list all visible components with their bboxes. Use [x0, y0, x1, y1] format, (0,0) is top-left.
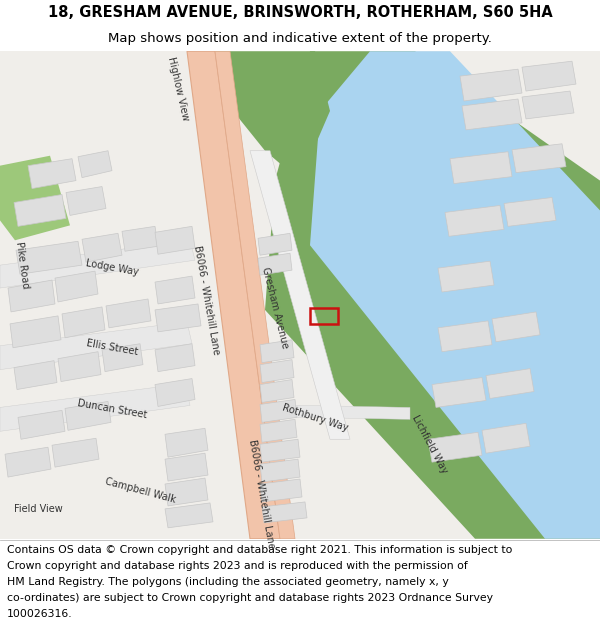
- Polygon shape: [106, 299, 151, 328]
- Text: 100026316.: 100026316.: [7, 609, 73, 619]
- Polygon shape: [215, 51, 295, 539]
- Polygon shape: [14, 361, 57, 389]
- Polygon shape: [250, 151, 350, 439]
- Polygon shape: [462, 99, 522, 130]
- Polygon shape: [187, 51, 280, 539]
- Polygon shape: [8, 280, 55, 312]
- Polygon shape: [215, 51, 330, 181]
- Polygon shape: [438, 261, 494, 292]
- Polygon shape: [260, 359, 294, 382]
- Polygon shape: [450, 152, 512, 184]
- Polygon shape: [16, 241, 82, 274]
- Polygon shape: [522, 61, 576, 91]
- Text: Duncan Street: Duncan Street: [76, 398, 148, 421]
- Polygon shape: [0, 384, 190, 431]
- Polygon shape: [78, 151, 112, 178]
- Polygon shape: [155, 226, 195, 254]
- Polygon shape: [0, 322, 192, 369]
- Polygon shape: [260, 479, 302, 502]
- Polygon shape: [82, 233, 122, 262]
- Text: Highlow View: Highlow View: [166, 56, 190, 122]
- Text: Campbell Walk: Campbell Walk: [104, 477, 176, 505]
- Polygon shape: [432, 378, 486, 408]
- Polygon shape: [512, 144, 566, 172]
- Polygon shape: [250, 404, 410, 419]
- Polygon shape: [486, 369, 534, 399]
- Polygon shape: [260, 459, 300, 482]
- Polygon shape: [14, 194, 66, 226]
- Polygon shape: [438, 321, 492, 352]
- Polygon shape: [265, 51, 600, 539]
- Polygon shape: [18, 411, 65, 439]
- Polygon shape: [258, 253, 292, 275]
- Text: B6066 - Whitehill Lane: B6066 - Whitehill Lane: [247, 439, 277, 549]
- Polygon shape: [165, 478, 208, 506]
- Text: Crown copyright and database rights 2023 and is reproduced with the permission o: Crown copyright and database rights 2023…: [7, 561, 468, 571]
- Polygon shape: [55, 271, 98, 302]
- Text: HM Land Registry. The polygons (including the associated geometry, namely x, y: HM Land Registry. The polygons (includin…: [7, 577, 449, 587]
- Polygon shape: [504, 198, 556, 226]
- Text: B6066 - Whitehill Lane: B6066 - Whitehill Lane: [193, 244, 221, 356]
- Polygon shape: [58, 352, 101, 381]
- Text: Rothbury Way: Rothbury Way: [281, 402, 349, 432]
- Text: Contains OS data © Crown copyright and database right 2021. This information is : Contains OS data © Crown copyright and d…: [7, 545, 512, 555]
- Polygon shape: [65, 401, 111, 430]
- Polygon shape: [62, 307, 105, 338]
- Bar: [310, 308, 338, 324]
- Polygon shape: [260, 439, 300, 462]
- Text: Ellis Street: Ellis Street: [85, 338, 139, 357]
- Polygon shape: [492, 312, 540, 342]
- Polygon shape: [260, 379, 294, 402]
- Polygon shape: [460, 69, 522, 101]
- Polygon shape: [122, 226, 158, 251]
- Polygon shape: [10, 316, 61, 348]
- Polygon shape: [310, 51, 600, 539]
- Text: Map shows position and indicative extent of the property.: Map shows position and indicative extent…: [108, 32, 492, 45]
- Polygon shape: [28, 159, 76, 189]
- Text: Pike Road: Pike Road: [14, 241, 30, 289]
- Polygon shape: [155, 276, 195, 304]
- Text: Lichfield Way: Lichfield Way: [410, 413, 449, 475]
- Polygon shape: [165, 453, 208, 481]
- Polygon shape: [258, 233, 292, 255]
- Polygon shape: [522, 91, 574, 119]
- Text: Gresham Avenue: Gresham Avenue: [260, 266, 290, 349]
- Polygon shape: [482, 423, 530, 453]
- Polygon shape: [66, 186, 106, 216]
- Polygon shape: [260, 399, 297, 422]
- Text: co-ordinates) are subject to Crown copyright and database rights 2023 Ordnance S: co-ordinates) are subject to Crown copyr…: [7, 592, 493, 602]
- Polygon shape: [428, 432, 482, 462]
- Polygon shape: [52, 438, 99, 467]
- Polygon shape: [0, 156, 70, 240]
- Polygon shape: [155, 344, 195, 372]
- Polygon shape: [155, 304, 201, 332]
- Polygon shape: [155, 379, 195, 406]
- Polygon shape: [445, 206, 504, 236]
- Text: Field View: Field View: [14, 504, 62, 514]
- Text: 18, GRESHAM AVENUE, BRINSWORTH, ROTHERHAM, S60 5HA: 18, GRESHAM AVENUE, BRINSWORTH, ROTHERHA…: [47, 5, 553, 20]
- Polygon shape: [0, 240, 195, 288]
- Polygon shape: [260, 340, 294, 362]
- Polygon shape: [260, 419, 297, 442]
- Polygon shape: [262, 502, 307, 523]
- Polygon shape: [102, 344, 143, 372]
- Polygon shape: [165, 428, 208, 457]
- Polygon shape: [165, 503, 213, 528]
- Text: Lodge Way: Lodge Way: [85, 259, 139, 278]
- Polygon shape: [5, 448, 51, 477]
